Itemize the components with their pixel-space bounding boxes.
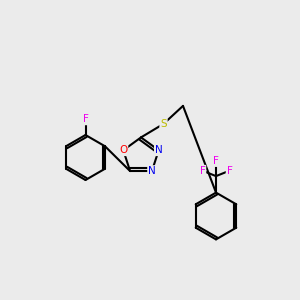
Text: F: F [226,166,232,176]
Text: O: O [119,145,128,155]
Text: S: S [160,119,167,129]
Text: F: F [213,156,219,166]
Text: N: N [148,166,156,176]
Text: F: F [82,114,88,124]
Text: N: N [155,145,163,155]
Text: F: F [200,166,206,176]
